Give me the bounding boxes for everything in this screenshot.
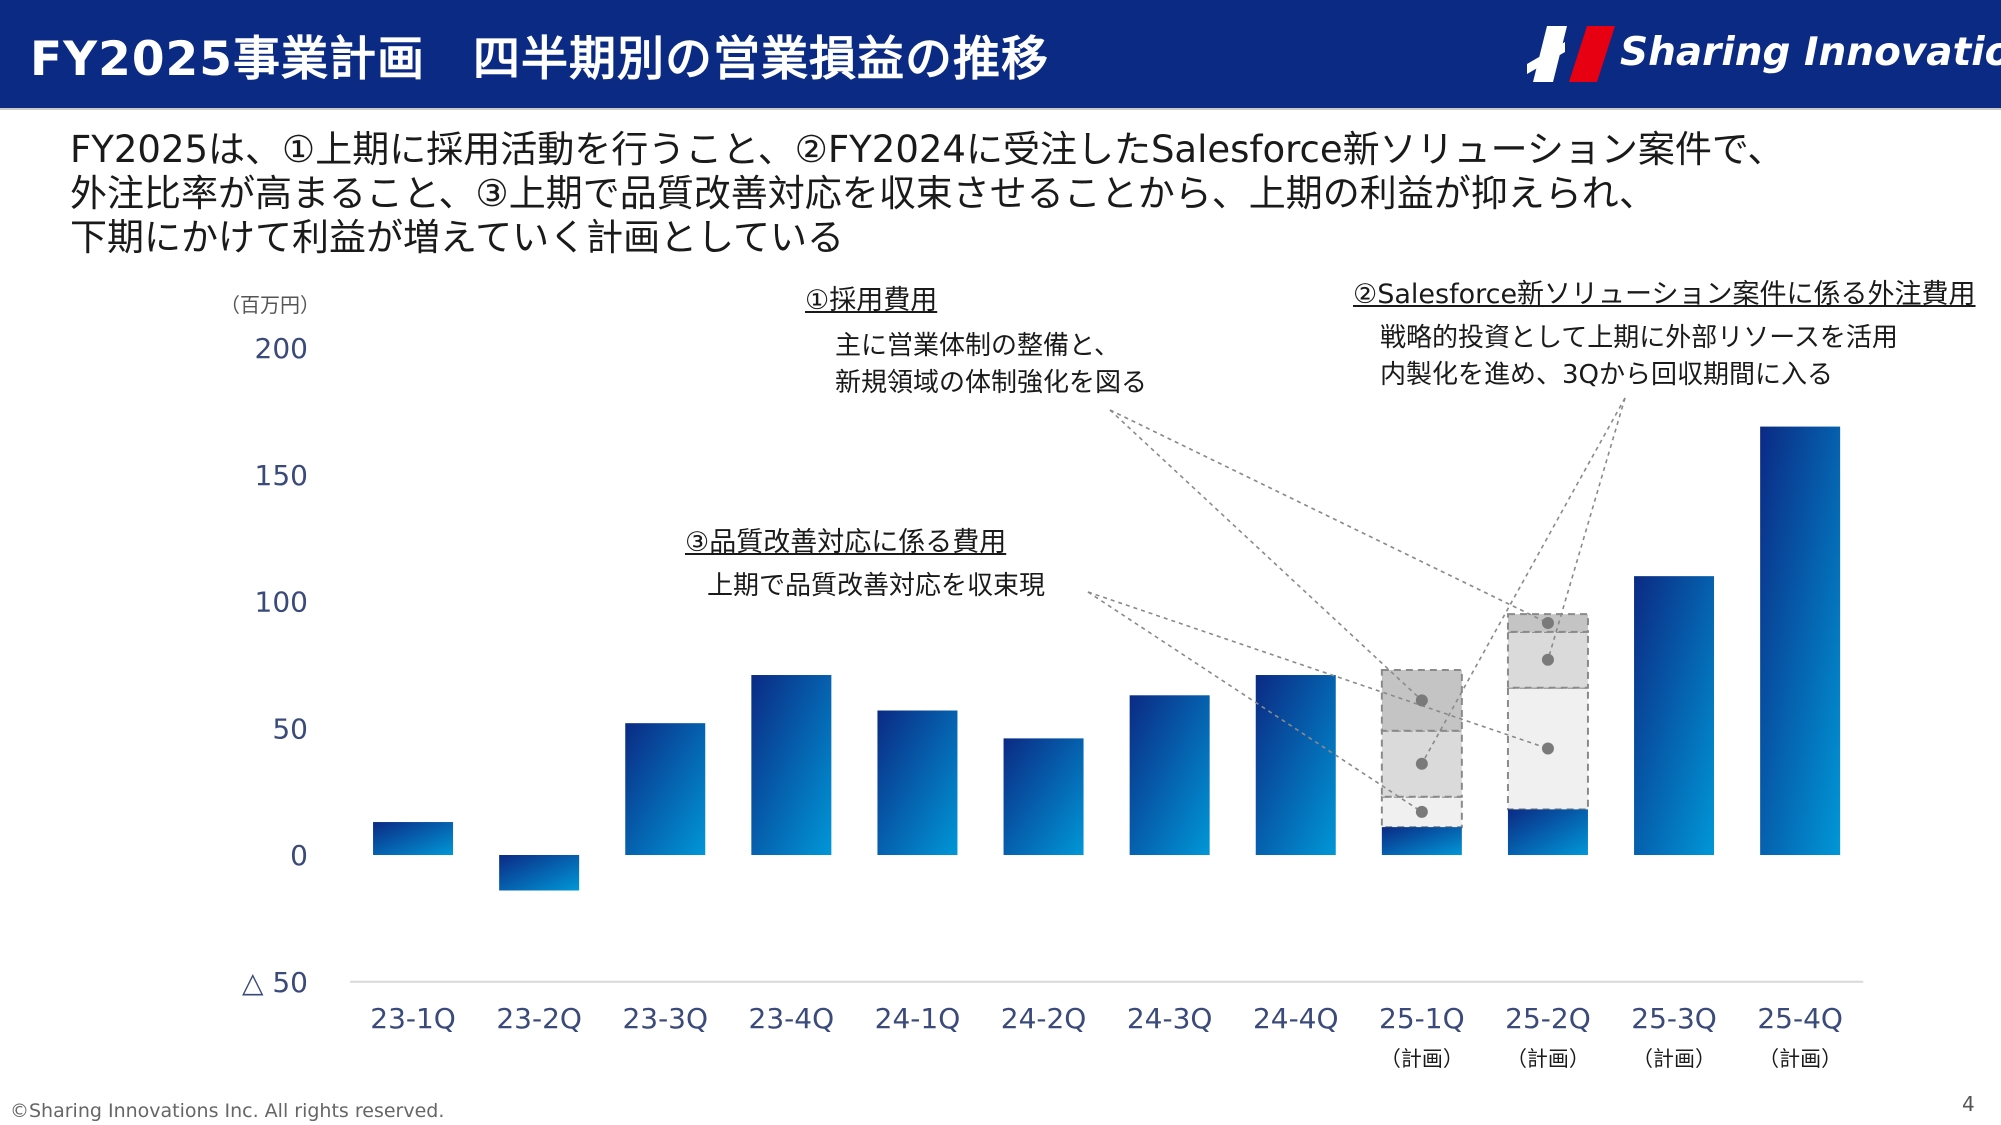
x-tick-label: 24-3Q [1127, 1002, 1213, 1035]
y-tick-label: 50 [272, 712, 308, 745]
bar [1507, 809, 1588, 855]
y-tick-label: 150 [255, 459, 308, 492]
annotation-2-line-1: 戦略的投資として上期に外部リソースを活用 [1380, 323, 1898, 353]
x-tick-label: 24-2Q [1001, 1002, 1087, 1035]
x-tick-label: 25-3Q [1631, 1002, 1717, 1035]
x-tick-label: 25-1Q [1379, 1002, 1465, 1035]
bar [499, 855, 580, 891]
x-tick-label: 25-4Q [1757, 1002, 1843, 1035]
summary-line-2: 外注比率が高まること、③上期で品質改善対応を収束させることから、上期の利益が抑え… [70, 172, 1657, 215]
logo-mark-icon [1527, 26, 1615, 82]
header-bar: FY2025事業計画 四半期別の営業損益の推移 Sharing Innovati… [0, 0, 2001, 108]
x-tick-label: 24-4Q [1253, 1002, 1339, 1035]
annotation-2-body: 戦略的投資として上期に外部リソースを活用 内製化を進め、3Qから回収期間に入る [1380, 320, 1898, 394]
annotation-2-line-2: 内製化を進め、3Qから回収期間に入る [1380, 360, 1834, 390]
y-tick-label: 100 [255, 586, 308, 619]
bar [1129, 695, 1210, 855]
x-tick-label: 23-3Q [622, 1002, 708, 1035]
bar [751, 675, 832, 855]
annotation-2-title: ②Salesforce新ソリューション案件に係る外注費用 [1353, 279, 1976, 310]
x-tick-label: 24-1Q [875, 1002, 961, 1035]
bar [1381, 827, 1462, 855]
page-number: 4 [1962, 1092, 1975, 1116]
leader-line [1087, 591, 1423, 813]
x-tick-sublabel: （計画） [1632, 1047, 1716, 1071]
leader-dot [1541, 617, 1554, 630]
x-tick-label: 25-2Q [1505, 1002, 1591, 1035]
annotation-3-title: ③品質改善対応に係る費用 [685, 527, 1007, 558]
annotation-1-line-1: 主に営業体制の整備と、 [835, 331, 1120, 361]
summary-line-1: FY2025は、①上期に採用活動を行うこと、②FY2024に受注したSalesf… [70, 128, 1785, 171]
leader-line [1087, 591, 1549, 750]
x-tick-sublabel: （計画） [1758, 1047, 1842, 1071]
header-divider [0, 108, 2001, 110]
bar [1255, 675, 1336, 855]
page-title: FY2025事業計画 四半期別の営業損益の推移 [30, 32, 1049, 87]
bar [373, 822, 454, 855]
leader-line [1547, 397, 1626, 661]
leader-dot [1415, 757, 1428, 770]
annotation-3-line-1: 上期で品質改善対応を収束現 [707, 571, 1046, 601]
bar [625, 723, 706, 855]
leader-dot [1415, 805, 1428, 818]
annotation-1-title: ①採用費用 [805, 285, 938, 316]
bar [1003, 738, 1084, 855]
leader-line [1421, 397, 1626, 765]
x-tick-sublabel: （計画） [1506, 1047, 1590, 1071]
y-axis-unit-label: （百万円） [220, 293, 320, 317]
bar [1760, 426, 1841, 855]
annotation-1-body: 主に営業体制の整備と、 新規領域の体制強化を図る [835, 328, 1147, 402]
annotation-1-line-2: 新規領域の体制強化を図る [835, 368, 1148, 398]
y-tick-label: 200 [255, 332, 308, 365]
x-tick-label: 23-1Q [370, 1002, 456, 1035]
leader-dot [1415, 694, 1428, 707]
y-tick-label: 0 [290, 839, 308, 872]
summary-line-3: 下期にかけて利益が増えていく計画としている [70, 216, 845, 259]
leader-dot [1541, 742, 1554, 755]
x-tick-label: 23-4Q [749, 1002, 835, 1035]
bar [1634, 576, 1715, 855]
copyright-text: ©Sharing Innovations Inc. All rights res… [10, 1100, 445, 1122]
bar [877, 710, 958, 855]
x-tick-label: 23-2Q [496, 1002, 582, 1035]
summary-text: FY2025は、①上期に採用活動を行うこと、②FY2024に受注したSalesf… [70, 128, 1970, 260]
y-tick-label: △ 50 [242, 966, 308, 999]
leader-line [1109, 409, 1549, 624]
logo-text: Sharing Innovations [1620, 30, 2001, 75]
annotation-3-body: 上期で品質改善対応を収束現 [707, 568, 1045, 605]
leader-dot [1541, 653, 1554, 666]
leader-line [1109, 409, 1423, 701]
x-tick-sublabel: （計画） [1380, 1047, 1464, 1071]
